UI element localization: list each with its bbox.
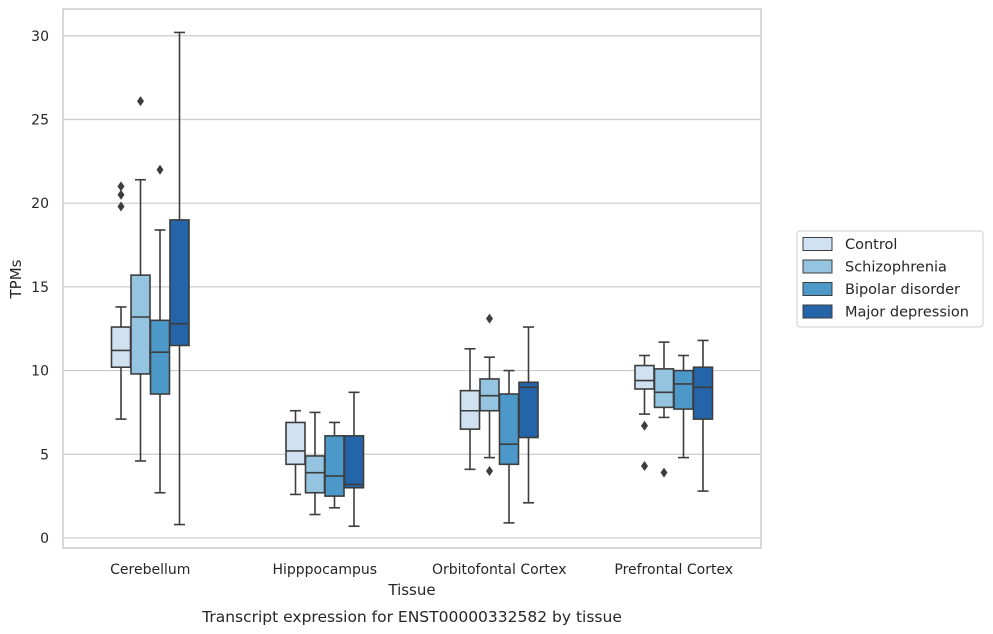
legend: Control Schizophrenia Bipolar disorder Majo…: [796, 230, 984, 328]
box-plot: [518, 326, 539, 504]
outlier-point: [117, 201, 125, 212]
box: [343, 435, 365, 489]
x-tick-label: Hipppocampus: [272, 562, 377, 578]
grid-lines: [63, 35, 761, 539]
legend-entry: Major depression: [845, 305, 969, 321]
legend-entry: Control: [845, 237, 897, 253]
y-axis-label: TPMs: [7, 259, 25, 299]
y-tick-label: 0: [40, 531, 49, 547]
legend-frame: [796, 230, 984, 328]
legend-entry: Schizophrenia: [845, 260, 947, 276]
outlier-point: [641, 420, 648, 431]
outlier-point: [660, 467, 668, 478]
box-plot: [479, 313, 500, 476]
box: [518, 381, 539, 439]
box: [304, 455, 326, 494]
box-plot: [304, 411, 326, 516]
outlier-point: [156, 164, 164, 175]
box-plot: [673, 354, 694, 459]
x-tick-labels: Cerebellum Hipppocampus Orbitofontal Corte…: [110, 562, 733, 578]
box: [459, 389, 481, 430]
outlier-point: [641, 460, 648, 471]
box: [110, 326, 132, 369]
y-tick-label: 30: [31, 29, 49, 45]
y-tick-label: 25: [31, 112, 49, 128]
box-plot: [110, 181, 132, 420]
box-plot: [324, 421, 345, 509]
box-plot: [285, 409, 306, 496]
box-plot: [149, 164, 171, 494]
legend-entry: Bipolar disorder: [845, 282, 960, 298]
y-tick-label: 20: [31, 196, 49, 212]
x-tick-label: Orbitofontal Cortex: [432, 562, 567, 578]
box: [169, 219, 190, 347]
box: [653, 368, 675, 409]
outlier-point: [137, 96, 144, 107]
box: [692, 366, 714, 420]
y-tick-label: 5: [40, 447, 49, 463]
x-tick-label: Prefrontal Cortex: [614, 562, 733, 578]
outlier-point: [486, 466, 493, 476]
outlier-point: [117, 181, 125, 192]
outlier-point: [486, 313, 493, 324]
box-plot: [498, 369, 520, 524]
box-plot: [653, 341, 675, 478]
legend-swatch: [802, 304, 833, 319]
y-tick-labels: 0 5 10 15 20 25 30: [31, 29, 49, 547]
plot-frame: [62, 8, 762, 549]
legend-swatch: [802, 237, 833, 251]
box-series: [110, 31, 714, 528]
x-tick-label: Cerebellum: [110, 562, 190, 578]
box: [324, 435, 345, 497]
x-axis-label: Tissue: [387, 581, 435, 599]
y-tick-label: 15: [31, 280, 49, 296]
box: [149, 319, 171, 395]
box-plot: [459, 348, 481, 471]
outlier-point: [117, 189, 125, 200]
box: [479, 378, 500, 412]
box: [634, 364, 655, 390]
y-tick-label: 10: [31, 364, 49, 380]
legend-swatch: [802, 259, 833, 274]
chart-caption: Transcript expression for ENST0000033258…: [201, 608, 622, 626]
box-plot: [130, 96, 151, 462]
legend-swatch: [802, 282, 833, 296]
box: [498, 393, 520, 466]
box-plot: [169, 31, 190, 526]
box: [673, 369, 694, 410]
box-plot: [343, 391, 365, 528]
box: [130, 274, 151, 375]
box-plot: [692, 339, 714, 492]
box-plot: [634, 354, 655, 471]
box: [285, 421, 306, 466]
